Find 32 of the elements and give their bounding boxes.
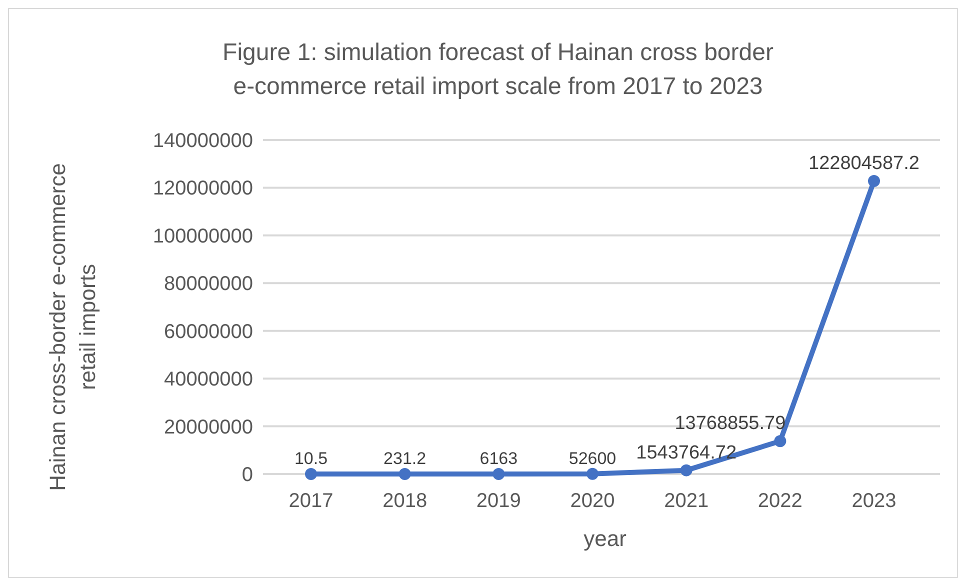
y-tick-label: 140000000 [152,130,253,152]
x-tick-label: 2023 [852,490,896,512]
x-tick-label: 2019 [476,490,521,512]
y-tick-label: 80000000 [164,273,253,296]
y-tick-label: 0 [242,464,253,486]
y-axis-title: Hainan cross-border e-commerce retail imports [45,163,100,491]
data-label: 122804587.2 [808,153,920,174]
y-tick-label: 40000000 [164,368,253,391]
x-tick-label: 2018 [382,490,428,512]
y-tick-label: 120000000 [152,178,253,200]
data-label: 231.2 [384,449,426,468]
x-tick-label: 2017 [288,490,334,512]
x-tick-label: 2020 [570,490,615,512]
data-label: 52600 [568,448,616,468]
data-label: 6163 [480,448,518,468]
y-tick-label: 20000000 [164,416,253,438]
data-label: 13768855.79 [674,413,786,434]
point [492,468,505,480]
chart-title: Figure 1: simulation forecast of Hainan cross border e-commerce retail import scale from 2017 to 2023 [222,39,774,100]
data-label: 10.5 [294,449,328,468]
y-tick-label: 60000000 [164,320,253,343]
point [774,435,786,448]
point [680,464,692,476]
point [868,175,880,188]
point [586,468,598,480]
x-axis-title: year [584,526,626,551]
data-label: 1543764.72 [636,442,737,464]
point [398,468,411,480]
y-tick-label: 100000000 [152,225,253,248]
x-tick-label: 2021 [664,490,709,512]
point [305,468,317,480]
x-tick-label: 2022 [758,490,802,512]
